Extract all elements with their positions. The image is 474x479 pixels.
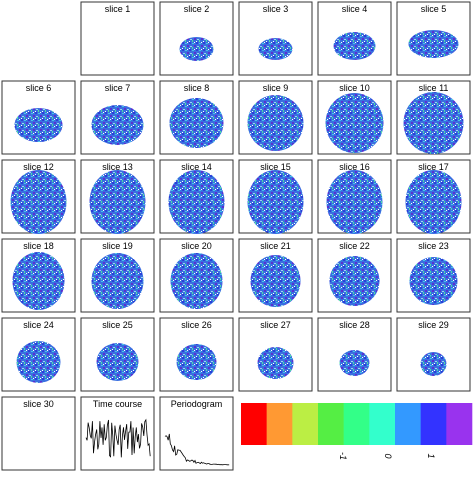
brain-slice: [91, 253, 144, 309]
colorbar-swatch: [343, 403, 370, 445]
brain-slice: [408, 30, 459, 58]
brain-slice: [403, 92, 464, 154]
colorbar-label: 1: [426, 453, 436, 458]
brain-slice: [333, 32, 376, 60]
brain-slice: [91, 105, 144, 145]
panel-label: slice 28: [339, 320, 370, 330]
panel-label: slice 11: [419, 83, 449, 93]
panel: [159, 396, 234, 471]
brain-slice: [179, 37, 214, 61]
colorbar-swatch: [241, 403, 267, 445]
panel: [1, 396, 76, 471]
panel-label: slice 22: [339, 241, 370, 251]
panel: [80, 1, 155, 76]
panel-label: slice 30: [23, 399, 54, 409]
periodogram-line: [164, 433, 230, 466]
brain-slice: [14, 108, 63, 142]
brain-slice: [329, 256, 380, 306]
brain-slice: [168, 170, 225, 234]
panel-label: slice 3: [263, 4, 289, 14]
brain-slice: [339, 350, 370, 376]
time-course-line: [85, 418, 151, 458]
colorbar-label: -1: [338, 452, 348, 460]
panel-label: slice 19: [102, 241, 133, 251]
panel-label: slice 5: [421, 4, 447, 14]
brain-slice: [420, 352, 447, 376]
panel-label: slice 10: [339, 83, 370, 93]
brain-slice: [176, 344, 217, 380]
panel-label: Periodogram: [171, 399, 223, 409]
brain-slice: [258, 38, 293, 60]
panel-label: slice 14: [181, 162, 212, 172]
panel-label: slice 1: [105, 4, 131, 14]
brain-slice: [325, 93, 384, 153]
panel-label: slice 29: [418, 320, 449, 330]
colorbar-swatch: [292, 403, 319, 445]
brain-slice: [409, 257, 458, 305]
panel-label: slice 15: [260, 162, 291, 172]
panel: [317, 317, 392, 392]
panel-label: slice 21: [260, 241, 291, 251]
colorbar-swatch: [318, 403, 344, 445]
brain-slice: [257, 347, 294, 379]
brain-slice: [405, 170, 462, 234]
brain-slice: [169, 98, 224, 148]
brain-slice: [12, 252, 65, 310]
panel-label: slice 16: [339, 162, 370, 172]
panel-label: Time course: [93, 399, 142, 409]
colorbar-label: 0: [383, 453, 393, 458]
panel-label: slice 17: [418, 162, 449, 172]
brain-slice: [16, 341, 61, 383]
colorbar-swatch: [420, 403, 447, 445]
brain-slice: [250, 255, 301, 307]
panel-label: slice 18: [23, 241, 54, 251]
brain-slice: [170, 253, 223, 309]
panel-label: slice 26: [181, 320, 212, 330]
brain-slice: [247, 170, 304, 234]
panel-label: slice 4: [342, 4, 368, 14]
brain-slice: [10, 170, 67, 234]
panel-label: slice 23: [418, 241, 449, 251]
brain-slice: [89, 170, 146, 234]
panel-label: slice 13: [102, 162, 133, 172]
panel-label: slice 8: [184, 83, 210, 93]
brain-slice: [96, 343, 139, 381]
panel-label: slice 25: [102, 320, 133, 330]
panel-label: slice 27: [260, 320, 291, 330]
panel-label: slice 24: [23, 320, 54, 330]
colorbar-swatch: [369, 403, 396, 445]
panel-label: slice 2: [184, 4, 210, 14]
panel-label: slice 7: [105, 83, 131, 93]
colorbar-swatch: [446, 403, 473, 445]
colorbar-swatch: [395, 403, 421, 445]
brain-slice: [247, 95, 304, 151]
colorbar-swatch: [266, 403, 293, 445]
panel-label: slice 12: [23, 162, 54, 172]
panel-label: slice 6: [26, 83, 52, 93]
panel-label: slice 9: [263, 83, 289, 93]
brain-slice: [326, 170, 383, 234]
panel-label: slice 20: [181, 241, 212, 251]
